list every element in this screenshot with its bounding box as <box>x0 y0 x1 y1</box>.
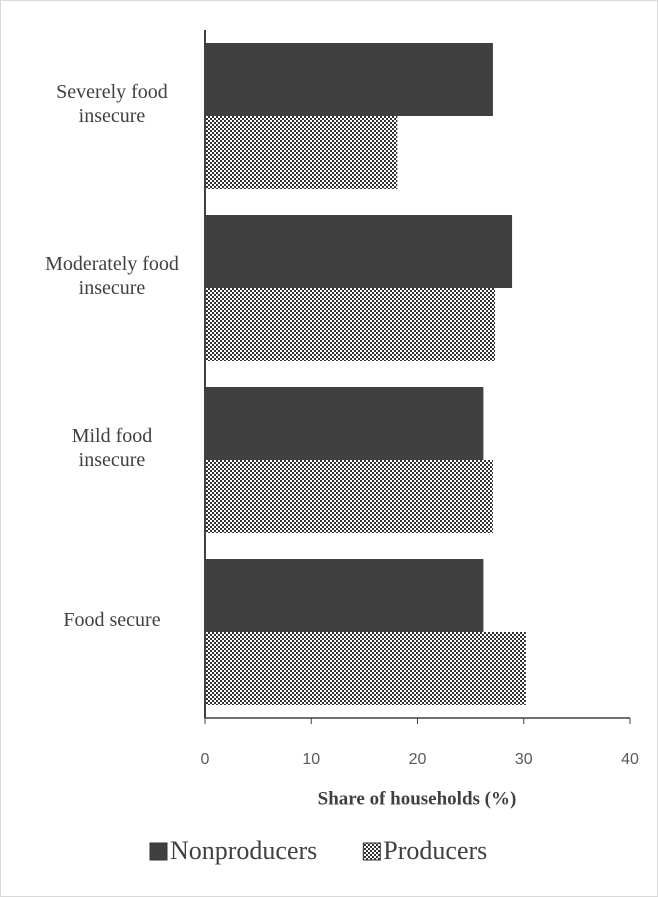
category-label: Mild food insecure <box>71 425 153 471</box>
legend-swatch <box>362 842 381 861</box>
legend-label: Producers <box>383 836 487 865</box>
category-label: Food secure <box>63 609 161 631</box>
x-tick-label: 10 <box>302 751 320 768</box>
x-axis-title: Share of households (%) <box>318 788 517 809</box>
x-tick-label: 20 <box>409 751 427 768</box>
bar <box>205 559 484 632</box>
category-label: Moderately food insecure <box>45 253 179 299</box>
legend-swatch <box>149 842 168 861</box>
bar <box>205 387 484 460</box>
bar <box>205 43 493 116</box>
x-tick-label: 40 <box>621 751 639 768</box>
bar <box>205 215 513 288</box>
category-label: Severely food insecure <box>56 81 168 127</box>
bar <box>205 460 493 533</box>
x-tick-label: 0 <box>201 751 210 768</box>
bar <box>205 116 398 189</box>
bar <box>205 288 496 361</box>
legend-label: Nonproducers <box>170 836 317 865</box>
bar <box>205 632 526 705</box>
x-tick-label: 30 <box>515 751 533 768</box>
